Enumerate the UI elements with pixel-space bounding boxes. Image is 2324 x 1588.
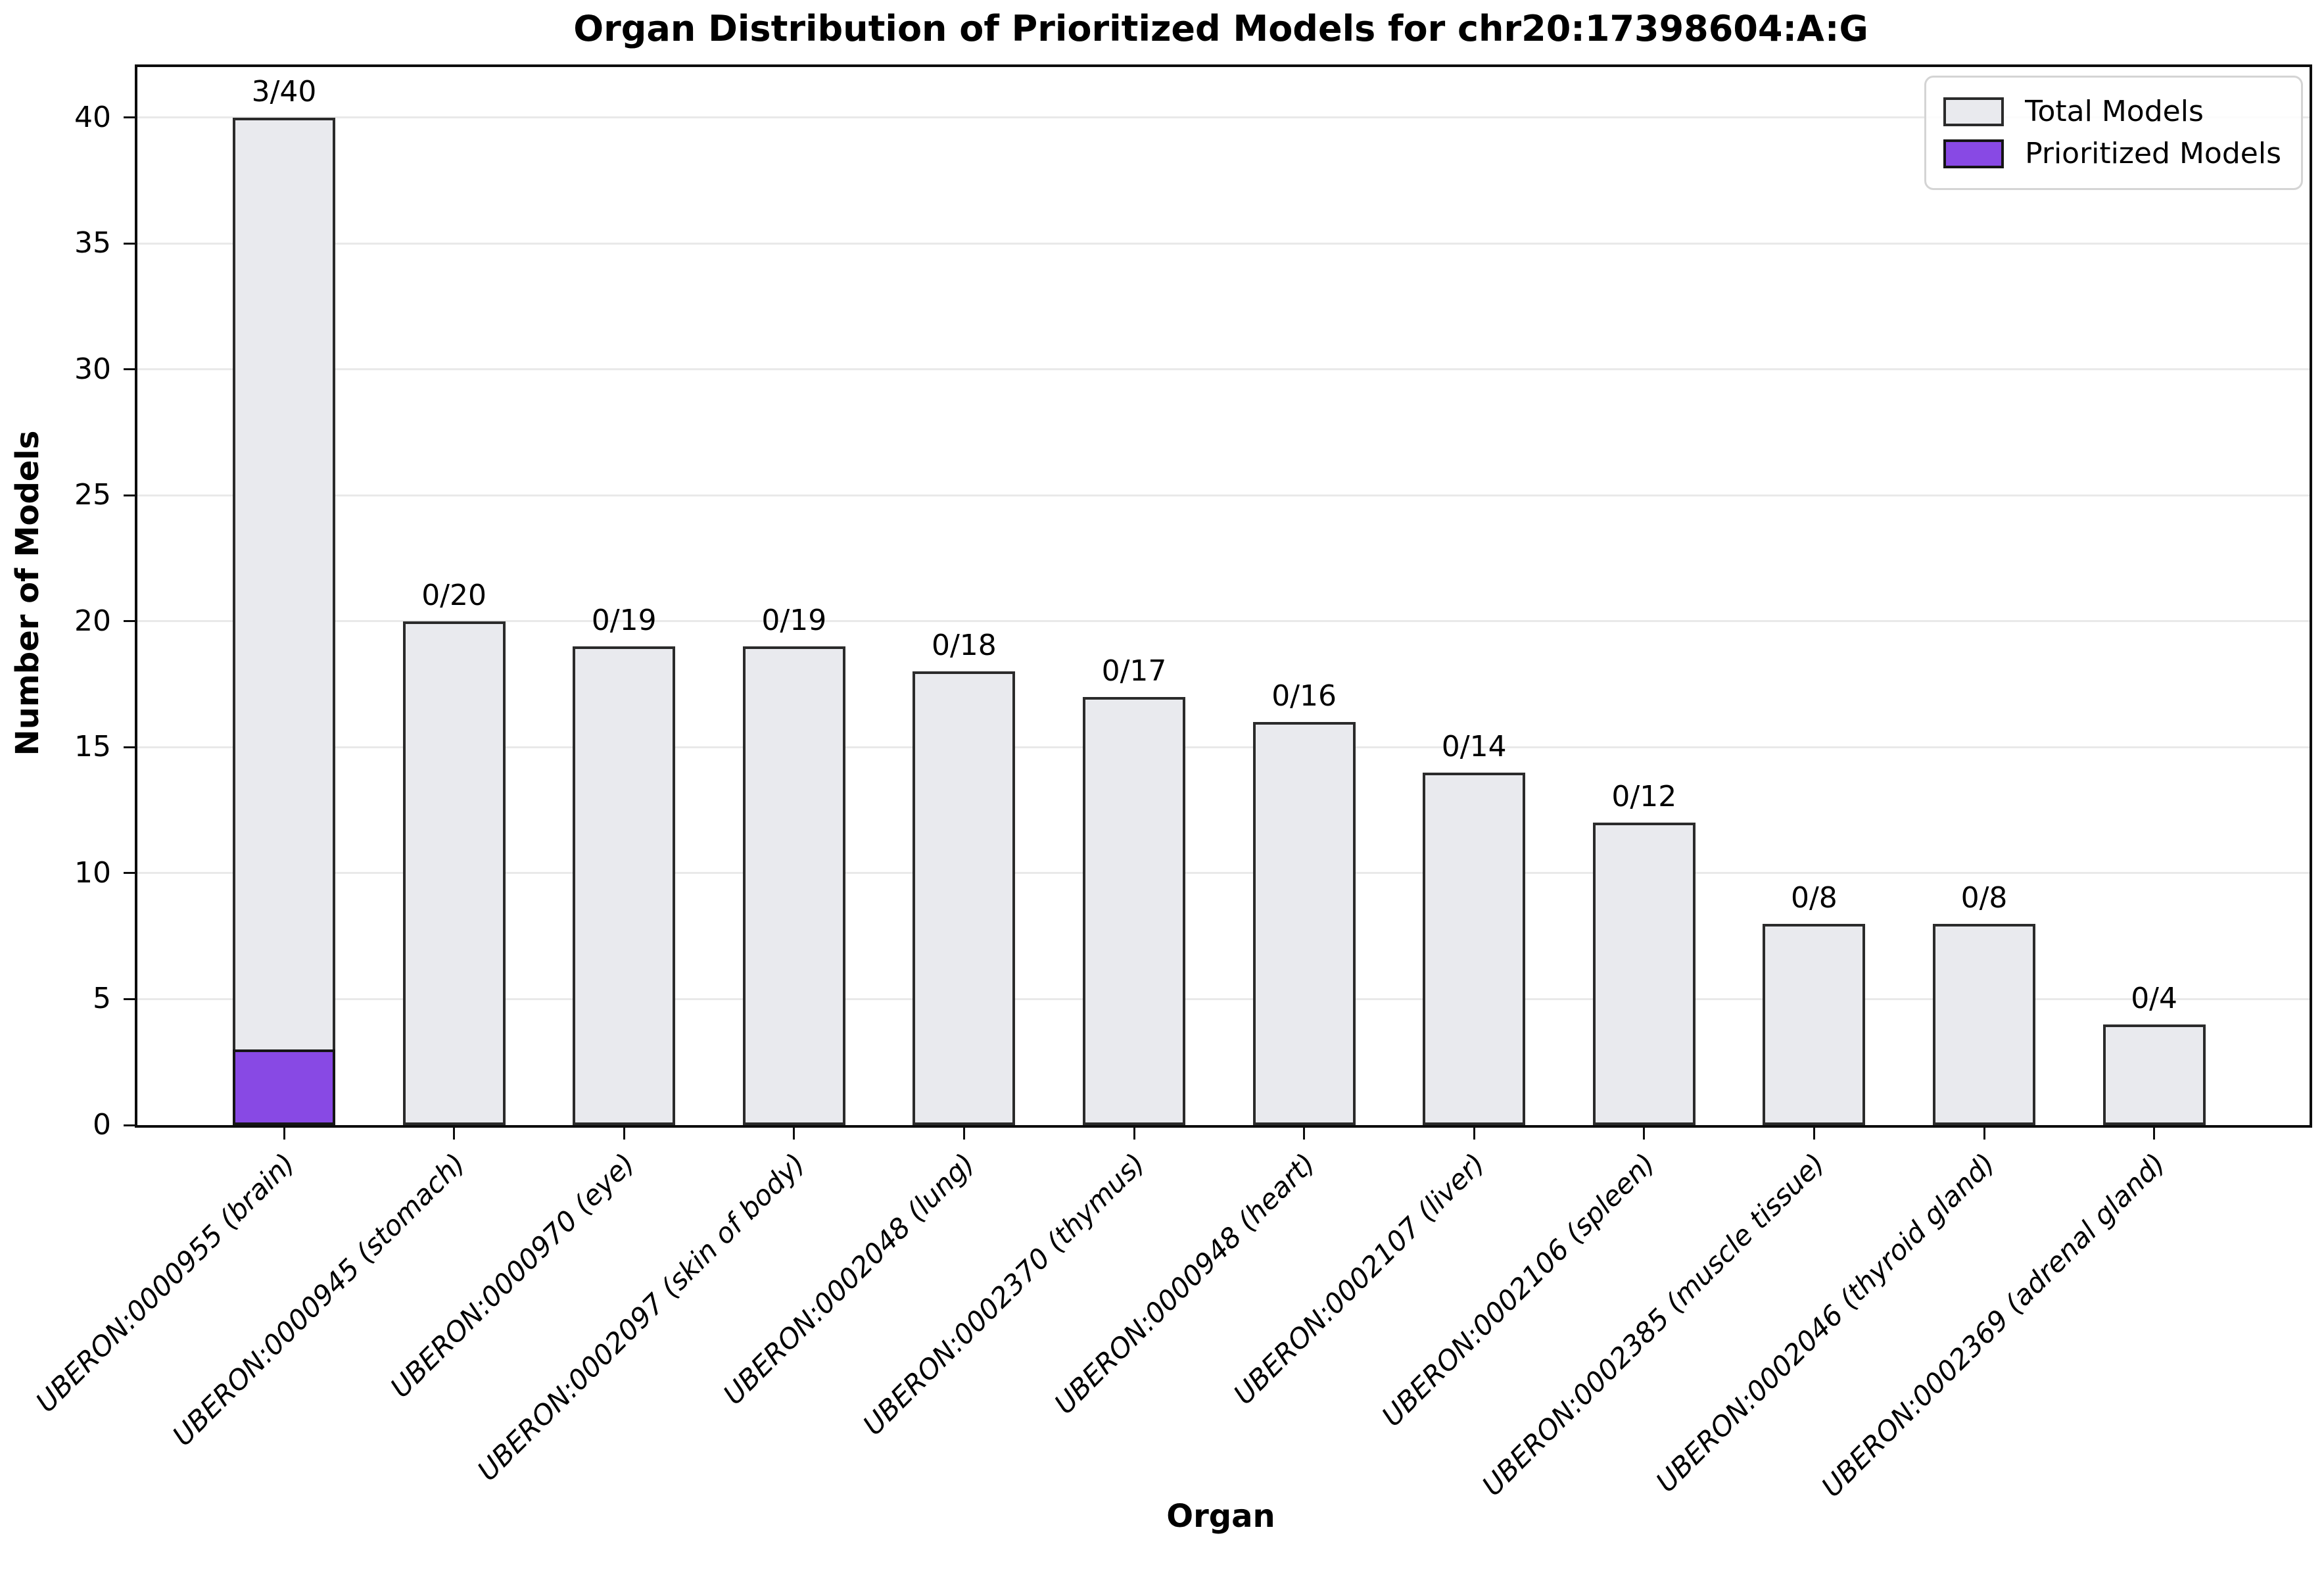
bar-total xyxy=(1763,923,1866,1125)
y-tick-label: 10 xyxy=(74,855,111,890)
y-tick-label: 30 xyxy=(74,352,111,386)
legend-entry-prioritized: Prioritized Models xyxy=(1943,137,2281,171)
bar-annotation: 0/8 xyxy=(1790,880,1838,915)
bar-annotation: 0/20 xyxy=(421,578,486,612)
y-tick xyxy=(124,116,135,119)
gridline xyxy=(137,242,2310,245)
bar-annotation: 0/4 xyxy=(2131,981,2177,1015)
gridline xyxy=(137,368,2310,371)
x-tick xyxy=(1133,1128,1135,1140)
y-tick xyxy=(124,746,135,748)
y-tick-label: 25 xyxy=(74,478,111,512)
bar-annotation: 3/40 xyxy=(251,74,317,108)
bar-total xyxy=(233,117,335,1125)
y-tick-label: 15 xyxy=(74,730,111,764)
bar-annotation: 0/14 xyxy=(1441,729,1507,763)
legend-label: Total Models xyxy=(2025,95,2204,128)
legend: Total Models Prioritized Models xyxy=(1924,76,2303,190)
y-tick xyxy=(124,998,135,1000)
x-tick xyxy=(1813,1128,1815,1140)
gridline xyxy=(137,116,2310,119)
bar-annotation: 0/18 xyxy=(931,629,997,663)
y-tick-label: 40 xyxy=(74,100,111,134)
bar-total xyxy=(1083,696,1185,1125)
legend-label: Prioritized Models xyxy=(2025,137,2281,170)
x-tick xyxy=(623,1128,625,1140)
gridline xyxy=(137,620,2310,623)
x-tick xyxy=(962,1128,965,1140)
bar-annotation: 0/19 xyxy=(761,604,827,638)
bar-total xyxy=(1423,772,1526,1125)
bar-total xyxy=(1933,923,2035,1125)
bar-total xyxy=(1252,722,1356,1125)
y-tick-label: 0 xyxy=(93,1108,111,1142)
y-tick xyxy=(124,620,135,623)
y-tick-label: 5 xyxy=(93,982,111,1016)
gridline xyxy=(137,746,2310,748)
total-models-swatch xyxy=(1943,97,2004,126)
bar-annotation: 0/12 xyxy=(1611,780,1677,814)
y-tick xyxy=(124,1124,135,1126)
legend-entry-total: Total Models xyxy=(1943,95,2281,129)
chart-title: Organ Distribution of Prioritized Models… xyxy=(573,8,1868,49)
bar-annotation: 0/16 xyxy=(1271,679,1337,713)
gridline xyxy=(137,998,2310,1000)
y-tick xyxy=(124,368,135,371)
bar-annotation: 0/19 xyxy=(591,604,657,638)
x-tick xyxy=(1303,1128,1306,1140)
bar-total xyxy=(402,621,506,1125)
gridline xyxy=(137,494,2310,496)
bar-total xyxy=(573,646,676,1125)
prioritized-models-swatch xyxy=(1943,139,2004,168)
bar-total xyxy=(913,671,1016,1125)
x-tick xyxy=(1983,1128,1985,1140)
y-tick xyxy=(124,872,135,875)
x-tick xyxy=(283,1128,285,1140)
bar-prioritized xyxy=(233,1049,335,1125)
x-tick xyxy=(453,1128,456,1140)
x-tick xyxy=(1473,1128,1475,1140)
y-tick-label: 35 xyxy=(74,226,111,260)
bar-total xyxy=(2102,1024,2206,1125)
bar-total xyxy=(742,646,845,1125)
x-tick xyxy=(2153,1128,2156,1140)
y-tick-label: 20 xyxy=(74,604,111,638)
plot-area: Total Models Prioritized Models 0 5 10 15 20… xyxy=(30,64,2312,1503)
bar-annotation: 0/8 xyxy=(1960,880,2008,915)
x-axis-title: Organ xyxy=(1166,1498,1275,1535)
gridline xyxy=(137,872,2310,875)
bar-annotation: 0/17 xyxy=(1101,654,1167,688)
x-tick xyxy=(793,1128,795,1140)
y-tick xyxy=(124,242,135,245)
x-tick xyxy=(1643,1128,1646,1140)
y-tick xyxy=(124,494,135,496)
bar-total xyxy=(1592,823,1696,1125)
